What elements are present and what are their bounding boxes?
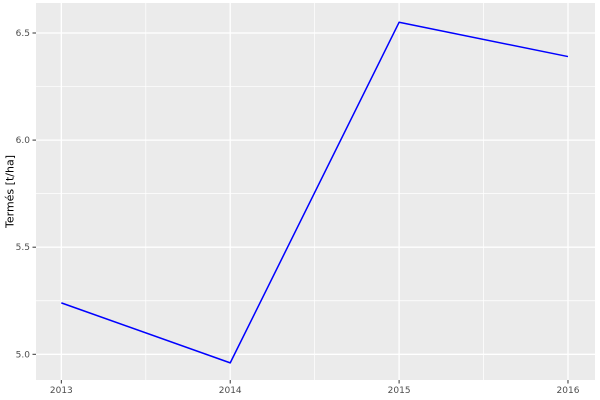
x-tick-label: 2013 bbox=[50, 386, 73, 396]
y-tick-label: 6.5 bbox=[16, 29, 30, 39]
x-tick-label: 2014 bbox=[219, 386, 242, 396]
y-tick-label: 5.0 bbox=[16, 350, 31, 360]
data-line-termés bbox=[61, 21, 569, 364]
y-tick-label: 5.5 bbox=[16, 243, 30, 253]
x-tick-label: 2016 bbox=[557, 386, 580, 396]
x-tick-label: 2015 bbox=[388, 386, 411, 396]
y-tick-label: 6.0 bbox=[16, 136, 31, 146]
